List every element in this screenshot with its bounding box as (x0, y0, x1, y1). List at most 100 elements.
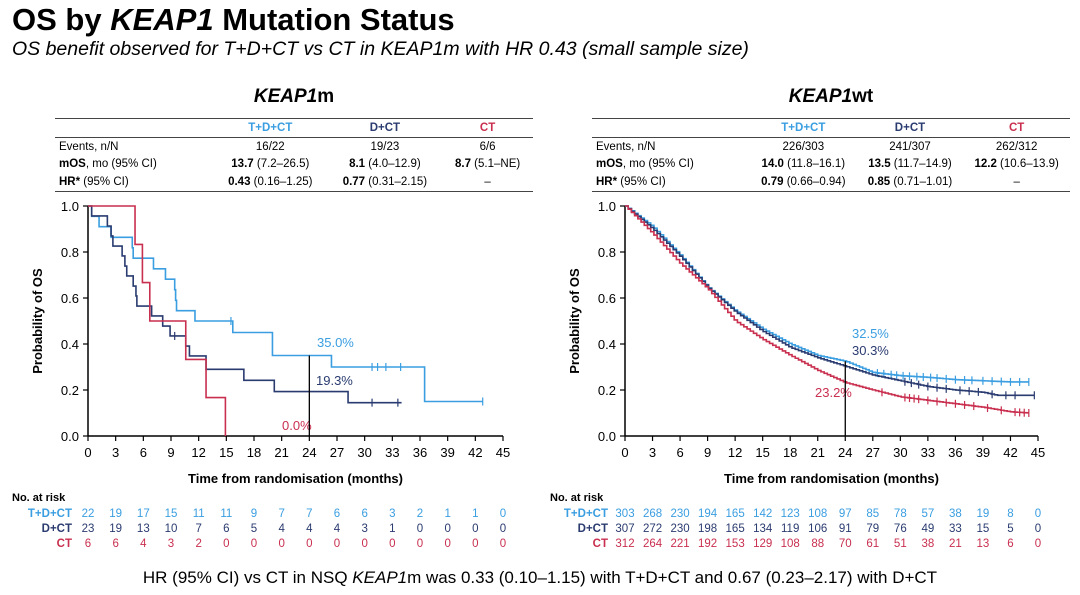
at-risk-value: 0 (306, 538, 312, 550)
at-risk-value: 85 (866, 508, 879, 520)
table-cell: 19/23 (370, 140, 400, 153)
table-cell: 262/312 (995, 140, 1038, 153)
at-risk-value: 268 (643, 508, 662, 520)
at-risk-value: 88 (811, 538, 824, 550)
at-risk-value: 142 (753, 508, 772, 520)
at-risk-value: 230 (670, 523, 689, 535)
at-risk-value: 264 (643, 538, 663, 550)
x-tick-label: 45 (496, 445, 510, 460)
row-label: mOS, mo (95% CI) (596, 158, 694, 171)
at-risk-value: 61 (866, 538, 879, 550)
row-label: mOS, mo (95% CI) (59, 158, 157, 171)
at-risk-value: 4 (140, 538, 147, 550)
km-curve-t-d-ct (88, 205, 483, 403)
table-cell: 16/22 (255, 140, 285, 153)
at-risk-value: 79 (866, 523, 879, 535)
at-risk-value: 19 (109, 523, 122, 535)
at-risk-value: 1 (444, 508, 450, 520)
table-cell: 241/307 (889, 140, 931, 153)
at-risk-value: 1 (389, 523, 395, 535)
at-risk-value: 97 (839, 508, 852, 520)
at-risk-value: 70 (839, 538, 852, 550)
y-tick-label: 0.0 (598, 429, 616, 444)
x-tick-label: 30 (893, 445, 907, 460)
at-risk-value: 0 (500, 538, 506, 550)
table-cell: 226/303 (782, 140, 825, 153)
table-row: Events, n/N 226/303 241/307 262/312 (592, 138, 1070, 156)
x-tick-label: 30 (357, 445, 371, 460)
panel-title-gene: KEAP1 (253, 86, 318, 107)
at-risk-value: 51 (894, 538, 907, 550)
table-cell: 6/6 (479, 140, 496, 153)
at-risk-value: 6 (361, 508, 367, 520)
table-cell: 13.5 (11.7–14.9) (868, 158, 952, 171)
landmark-label: 35.0% (317, 335, 354, 350)
at-risk-value: 0 (500, 523, 506, 535)
y-tick-label: 0.6 (598, 291, 616, 306)
at-risk-value: 221 (670, 538, 689, 550)
at-risk-value: 0 (251, 538, 257, 550)
at-risk-row-label: T+D+CT (564, 508, 608, 520)
x-tick-label: 9 (704, 445, 711, 460)
y-tick-label: 0.8 (61, 245, 79, 260)
x-tick-label: 0 (84, 445, 91, 460)
at-risk-value: 0 (1035, 538, 1041, 550)
landmark-label: 23.2% (815, 385, 852, 400)
at-risk-value: 5 (251, 523, 257, 535)
at-risk-value: 0 (472, 538, 478, 550)
at-risk-value: 7 (278, 508, 284, 520)
at-risk-value: 57 (921, 508, 934, 520)
column-header: D+CT (894, 122, 926, 134)
at-risk-value: 13 (137, 523, 150, 535)
page-subtitle: OS benefit observed for T+D+CT vs CT in … (12, 38, 749, 60)
at-risk-value: 3 (389, 508, 395, 520)
x-tick-label: 27 (330, 445, 344, 460)
row-label: Events, n/N (59, 140, 119, 153)
at-risk-value: 19 (109, 508, 122, 520)
x-tick-label: 45 (1031, 445, 1045, 460)
table-row: Events, n/N 16/22 19/23 6/6 (55, 138, 533, 156)
at-risk-value: 5 (1007, 523, 1013, 535)
at-risk-value: 4 (278, 523, 285, 535)
at-risk-value: 108 (808, 508, 827, 520)
at-risk-value: 0 (1035, 508, 1041, 520)
at-risk-value: 272 (643, 523, 662, 535)
at-risk-value: 2 (417, 508, 423, 520)
at-risk-value: 33 (949, 523, 962, 535)
x-tick-label: 42 (1003, 445, 1017, 460)
x-tick-label: 12 (191, 445, 205, 460)
table-row: mOS, mo (95% CI) 14.0 (11.8–16.1) 13.5 (11… (592, 156, 1070, 174)
at-risk-value: 165 (726, 508, 745, 520)
x-axis-title: Time from randomisation (months) (724, 471, 939, 486)
at-risk-value: 129 (753, 538, 772, 550)
panel-title-suffix: m (317, 86, 335, 107)
at-risk-value: 49 (921, 523, 934, 535)
x-tick-label: 15 (755, 445, 769, 460)
at-risk-value: 0 (223, 538, 229, 550)
x-tick-label: 21 (274, 445, 288, 460)
at-risk-value: 153 (726, 538, 745, 550)
x-tick-label: 12 (728, 445, 742, 460)
at-risk-value: 0 (389, 538, 395, 550)
at-risk-value: 4 (334, 523, 341, 535)
table-cell: – (484, 175, 491, 188)
column-header: T+D+CT (781, 122, 826, 134)
at-risk-value: 8 (1007, 508, 1013, 520)
y-tick-label: 0.6 (61, 291, 79, 306)
table-cell: 8.7 (5.1–NE) (454, 158, 521, 171)
at-risk-value: 91 (839, 523, 852, 535)
footer-note: HR (95% CI) vs CT in NSQ KEAP1m was 0.33… (0, 568, 1080, 588)
at-risk-value: 7 (195, 523, 201, 535)
at-risk-value: 106 (808, 523, 827, 535)
at-risk-value: 15 (165, 508, 178, 520)
at-risk-value: 303 (615, 508, 634, 520)
table-row: HR* (95% CI) 0.43 (0.16–1.25) 0.77 (0.31–2… (55, 173, 533, 191)
footer-text-suffix: m was 0.33 (0.10–1.15) with T+D+CT and 0… (407, 568, 938, 587)
at-risk-value: 0 (361, 538, 367, 550)
at-risk-value: 108 (781, 538, 800, 550)
km-curve-ct (88, 205, 227, 436)
y-tick-label: 1.0 (598, 199, 616, 214)
footer-gene: KEAP1 (352, 568, 408, 587)
at-risk-value: 0 (278, 538, 284, 550)
